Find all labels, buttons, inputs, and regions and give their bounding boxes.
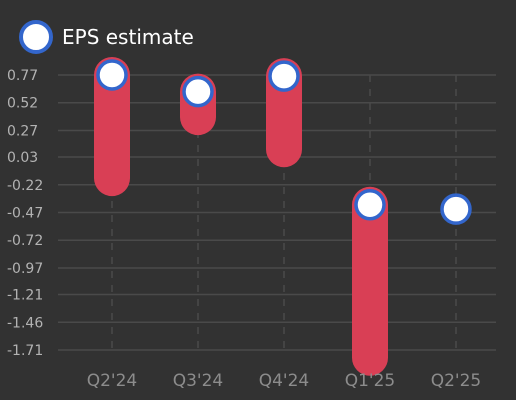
x-tick-label: Q2'25 <box>431 371 482 391</box>
legend-marker-icon <box>19 20 53 54</box>
x-tick-label: Q3'24 <box>173 371 224 391</box>
estimate-marker <box>354 188 386 221</box>
y-tick-label: -1.71 <box>7 343 43 359</box>
estimate-marker <box>268 60 300 92</box>
bars <box>94 57 388 376</box>
x-axis: Q2'24 Q3'24 Q4'24 Q1'25 Q2'25 <box>87 371 482 391</box>
y-tick-label: 0.03 <box>7 150 38 166</box>
y-tick-label: 0.27 <box>7 123 38 139</box>
legend[interactable]: EPS estimate <box>19 20 194 54</box>
y-tick-label: -0.47 <box>7 206 43 222</box>
y-tick-label: -0.22 <box>7 178 43 194</box>
estimate-marker <box>440 193 472 225</box>
x-tick-label: Q2'24 <box>87 371 138 391</box>
y-tick-label: -1.21 <box>7 288 43 304</box>
range-bar <box>94 57 130 197</box>
y-tick-label: -1.46 <box>7 315 43 331</box>
y-tick-label: 0.77 <box>7 68 38 84</box>
x-tick-label: Q1'25 <box>345 371 396 391</box>
y-tick-label: -0.72 <box>7 233 43 249</box>
y-tick-label: -0.97 <box>7 261 43 277</box>
estimate-marker <box>96 59 128 91</box>
markers <box>96 59 472 225</box>
x-tick-label: Q4'24 <box>259 371 310 391</box>
estimate-marker <box>182 75 214 108</box>
y-tick-label: 0.52 <box>7 96 38 112</box>
range-bar <box>352 186 388 376</box>
legend-label: EPS estimate <box>62 25 194 49</box>
y-axis: 0.77 0.52 0.27 0.03 -0.22 -0.47 -0.72 -0.97 -1.2… <box>7 68 43 359</box>
